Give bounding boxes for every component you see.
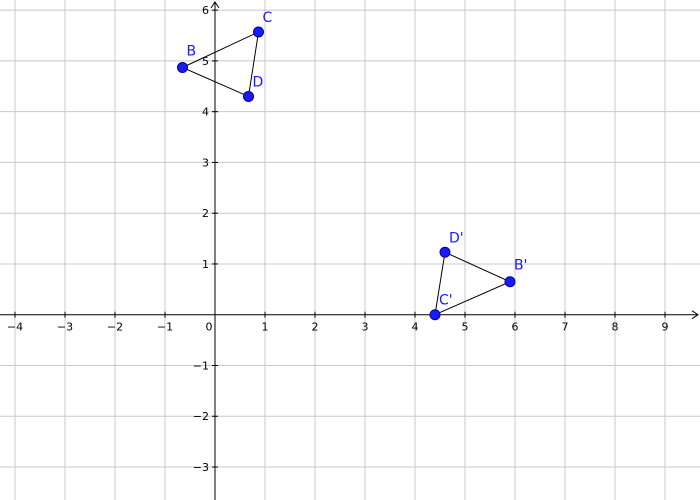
point-c-prime[interactable]	[429, 309, 441, 321]
point-b-prime[interactable]	[504, 276, 516, 288]
triangles	[181, 31, 512, 316]
y-tick-label: 6	[202, 4, 209, 17]
point-d[interactable]	[243, 90, 254, 102]
y-tick-label: −1	[193, 359, 209, 372]
x-tick-label: 7	[562, 321, 569, 334]
tick-labels: −4 −3 −2 −1 0 1 2 3 4 5 6 7 8 9 −3 −2 −1 1 2 3 4 5 6	[7, 4, 669, 474]
point-label: D'	[449, 230, 464, 246]
y-axis-arrow-icon	[210, 1, 220, 9]
points: B C D B' C' D'	[177, 10, 527, 321]
x-tick-label: −3	[57, 321, 73, 334]
y-tick-label: 2	[202, 207, 209, 220]
point-b[interactable]	[177, 62, 188, 74]
triangle-bcd	[181, 31, 260, 98]
point-label: B'	[514, 258, 527, 274]
point-d-prime[interactable]	[439, 246, 451, 258]
y-tick-label: −2	[193, 410, 209, 423]
x-tick-label: 1	[262, 321, 269, 334]
x-tick-label: −4	[7, 321, 23, 334]
x-tick-label: 8	[612, 321, 619, 334]
point-c[interactable]	[253, 26, 264, 38]
y-tick-label: −3	[193, 461, 209, 474]
x-tick-label: 0	[206, 321, 213, 334]
x-tick-label: −2	[107, 321, 123, 334]
x-tick-label: 3	[362, 321, 369, 334]
x-tick-label: 6	[512, 321, 519, 334]
x-tick-label: −1	[157, 321, 173, 334]
point-label: B	[187, 44, 197, 60]
x-axis-arrow-icon	[691, 310, 699, 320]
x-tick-label: 9	[662, 321, 669, 334]
y-tick-label: 4	[202, 106, 209, 119]
triangle-bcd-image	[434, 251, 512, 316]
point-label: C'	[439, 293, 453, 309]
x-tick-label: 4	[412, 321, 419, 334]
x-tick-label: 2	[312, 321, 319, 334]
y-tick-label: 1	[202, 258, 209, 271]
x-tick-label: 5	[462, 321, 469, 334]
y-tick-label: 5	[202, 55, 209, 68]
y-tick-label: 3	[202, 156, 209, 169]
point-label: D	[253, 74, 264, 90]
point-label: C	[263, 10, 273, 26]
